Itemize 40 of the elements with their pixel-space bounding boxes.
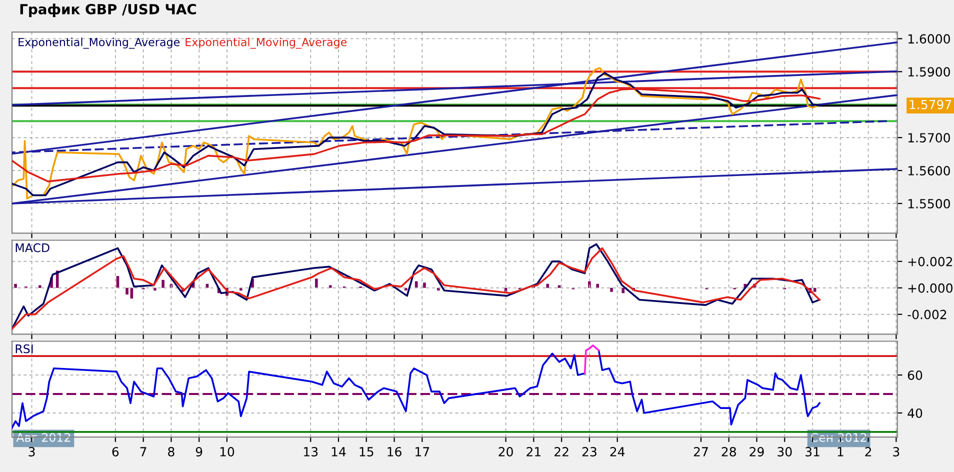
- text: Exponential_Moving_Average: [186, 38, 347, 49]
- y-tick-label: 1.5500: [908, 198, 950, 208]
- y-tick-label: +0.002: [908, 256, 952, 266]
- y-tick-label: 1.5600: [908, 166, 950, 176]
- x-tick-label: 7: [140, 447, 146, 456]
- x-tick-label: 31: [806, 447, 820, 456]
- y-tick-label: 40: [908, 408, 922, 418]
- x-tick-label: 6: [112, 447, 119, 456]
- x-tick-label: 15: [360, 447, 374, 456]
- y-tick-label: -0.002: [908, 310, 946, 320]
- y-tick-label: 60: [908, 370, 922, 380]
- x-tick-label: 3: [893, 447, 900, 456]
- chart-title: RSI: [16, 344, 33, 354]
- text: Exponential_Moving_Average: [18, 38, 180, 49]
- x-tick-label: 16: [388, 447, 402, 456]
- y-tick-label: 1.5900: [908, 67, 950, 77]
- x-tick-label: 3: [28, 447, 35, 456]
- x-tick-label: 29: [750, 447, 764, 456]
- y-tick-label: +0.000: [908, 283, 952, 293]
- x-tick-label: 21: [526, 447, 540, 456]
- x-tick-label: 13: [304, 447, 318, 456]
- x-tick-label: 1: [838, 447, 844, 456]
- x-tick-label: 2: [865, 447, 872, 456]
- x-tick-label: 9: [196, 447, 202, 456]
- x-tick-label: 10: [220, 447, 234, 456]
- x-tick-label: 8: [168, 447, 174, 456]
- y-tick-label: 1.5700: [908, 133, 950, 143]
- x-tick-label: 24: [610, 447, 625, 456]
- x-tick-label: 14: [332, 447, 346, 456]
- x-tick-label: 30: [778, 447, 792, 456]
- x-tick-label: 20: [498, 447, 513, 456]
- x-tick-label: 22: [554, 447, 568, 456]
- chart-title: График GBP /USD ЧАС: [20, 4, 196, 18]
- x-tick-label: 23: [582, 447, 596, 456]
- chart-title: MACD: [16, 243, 50, 252]
- x-tick-label: 17: [416, 447, 430, 456]
- y-tick-label: 1.6000: [908, 34, 950, 44]
- x-tick-label: 27: [694, 447, 708, 456]
- ref-line-label: 1.5797: [910, 100, 952, 110]
- x-tick-label: 28: [722, 447, 736, 456]
